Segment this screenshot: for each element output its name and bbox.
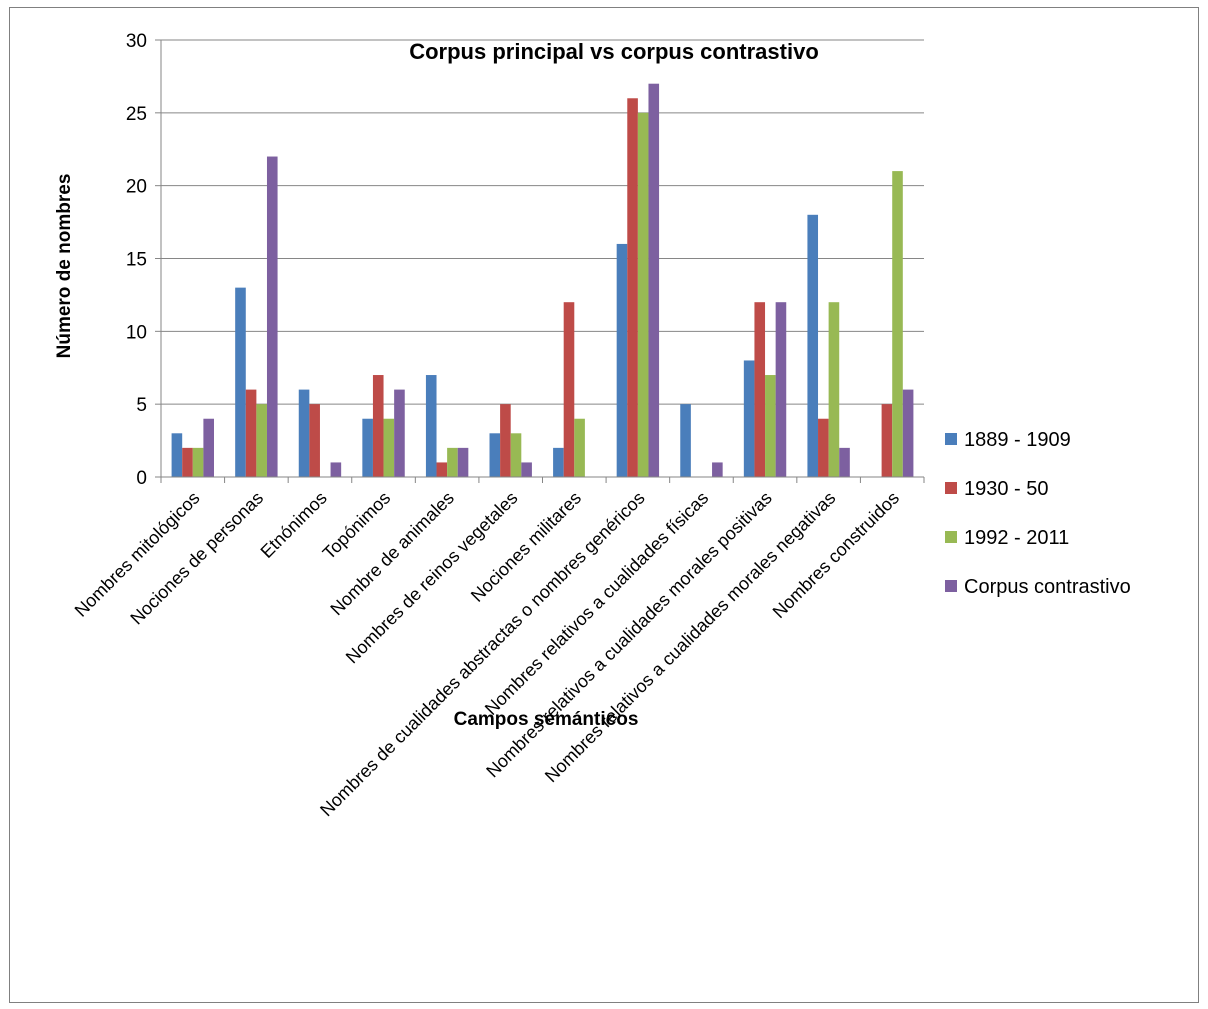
bar — [500, 404, 511, 477]
y-axis-title: Número de nombres — [54, 174, 75, 359]
bar — [574, 419, 585, 477]
legend: 1889 - 1909 1930 - 50 1992 - 2011 Corpus co… — [945, 429, 1131, 598]
bar — [394, 390, 405, 477]
bar — [362, 419, 373, 477]
bar — [235, 288, 246, 477]
legend-label: 1930 - 50 — [964, 478, 1049, 500]
bar — [309, 404, 320, 477]
bar — [490, 433, 501, 477]
y-tick-label: 15 — [126, 250, 147, 271]
bar — [765, 375, 776, 477]
bar — [712, 462, 723, 477]
y-tick-label: 10 — [126, 322, 147, 343]
bar — [617, 244, 628, 477]
legend-swatch — [945, 482, 957, 494]
x-category-label: Nombres mitológicos — [71, 488, 204, 621]
x-category-label: Nombres construidos — [769, 488, 903, 622]
bar — [511, 433, 522, 477]
bar — [373, 375, 384, 477]
bar — [680, 404, 691, 477]
x-axis-title: Campos semánticos — [454, 709, 639, 730]
bar — [807, 215, 818, 477]
y-tick-label: 30 — [126, 31, 147, 52]
bar — [776, 302, 787, 477]
bar — [627, 98, 638, 477]
bar — [182, 448, 193, 477]
bar — [521, 462, 532, 477]
bar — [892, 171, 903, 477]
bar — [267, 157, 278, 477]
x-category-label: Nombres relativos a cualidades morales n… — [541, 488, 840, 787]
legend-swatch — [945, 433, 957, 445]
y-tick-label: 0 — [136, 468, 147, 489]
bar — [754, 302, 765, 477]
chart-title: Corpus principal vs corpus contrastivo — [409, 39, 819, 64]
x-category-label: Nombre de animales — [326, 488, 458, 620]
bar — [331, 462, 342, 477]
bar — [839, 448, 850, 477]
bar — [458, 448, 469, 477]
bar — [553, 448, 564, 477]
x-category-label: Nociones militares — [467, 488, 585, 606]
bar — [437, 462, 448, 477]
bar — [193, 448, 204, 477]
y-tick-label: 20 — [126, 177, 147, 198]
bar — [638, 113, 649, 477]
legend-swatch — [945, 531, 957, 543]
bar — [882, 404, 893, 477]
bar — [818, 419, 829, 477]
bar — [256, 404, 267, 477]
y-tick-label: 5 — [136, 395, 147, 416]
bar — [903, 390, 914, 477]
y-tick-label: 25 — [126, 104, 147, 125]
bar — [172, 433, 183, 477]
bar — [744, 360, 755, 477]
legend-label: 1992 - 2011 — [964, 527, 1069, 549]
bar — [447, 448, 458, 477]
bar — [648, 84, 659, 477]
bar — [203, 419, 214, 477]
x-category-label: Nombres relativos a cualidades físicas — [481, 488, 712, 719]
bar — [564, 302, 575, 477]
legend-swatch — [945, 580, 957, 592]
bar — [384, 419, 395, 477]
bar — [426, 375, 437, 477]
legend-label: 1889 - 1909 — [964, 429, 1071, 451]
legend-label: Corpus contrastivo — [964, 576, 1131, 598]
bar — [829, 302, 840, 477]
bar — [299, 390, 310, 477]
x-category-label: Nociones de personas — [126, 488, 267, 629]
chart-container: 0 5 10 15 20 25 30 Nombres mitológicos Nociones … — [9, 7, 1199, 1003]
bar — [246, 390, 257, 477]
